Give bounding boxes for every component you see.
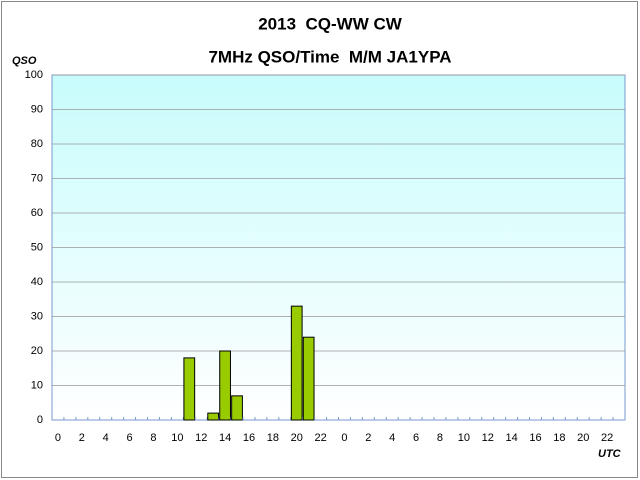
x-tick-label: 14 — [219, 432, 231, 444]
y-tick-label: 60 — [31, 207, 43, 219]
x-tick-label: 20 — [291, 432, 303, 444]
bar — [207, 412, 220, 421]
x-tick-label: 12 — [482, 432, 494, 444]
x-tick-label: 2 — [79, 432, 85, 444]
y-tick-label: 0 — [37, 414, 43, 426]
y-tick-label: 70 — [31, 172, 43, 184]
y-tick-label: 20 — [31, 345, 43, 357]
chart-title: 2013 CQ-WW CW — [258, 14, 403, 33]
y-tick-label: 50 — [31, 241, 43, 253]
x-tick-label: 18 — [267, 432, 279, 444]
x-axis-label: UTC — [598, 448, 622, 460]
x-tick-label: 18 — [553, 432, 565, 444]
y-tick-label: 100 — [25, 69, 43, 81]
y-tick-label: 30 — [31, 310, 43, 322]
x-tick-label: 10 — [171, 432, 183, 444]
x-tick-label: 0 — [55, 432, 61, 444]
x-tick-label: 4 — [389, 432, 395, 444]
x-tick-label: 10 — [458, 432, 470, 444]
bar — [183, 357, 196, 421]
x-tick-label: 16 — [529, 432, 541, 444]
x-tick-label: 8 — [150, 432, 156, 444]
y-tick-label: 40 — [31, 276, 43, 288]
x-tick-label: 6 — [413, 432, 419, 444]
bar — [290, 305, 303, 421]
x-tick-label: 6 — [127, 432, 133, 444]
x-tick-label: 12 — [195, 432, 207, 444]
x-tick-label: 14 — [505, 432, 517, 444]
x-tick-label: 20 — [577, 432, 589, 444]
y-axis-label: QSO — [12, 55, 37, 67]
x-tick-label: 8 — [437, 432, 443, 444]
x-tick-label: 22 — [314, 432, 326, 444]
x-tick-label: 4 — [103, 432, 109, 444]
x-tick-label: 16 — [243, 432, 255, 444]
x-tick-label: 0 — [341, 432, 347, 444]
y-tick-label: 90 — [31, 103, 43, 115]
y-tick-label: 80 — [31, 138, 43, 150]
bar — [231, 395, 243, 421]
x-tick-label: 22 — [601, 432, 613, 444]
x-tick-label: 2 — [365, 432, 371, 444]
y-tick-label: 10 — [31, 379, 43, 391]
chart-subtitle: 7MHz QSO/Time M/M JA1YPA — [208, 47, 451, 66]
bar — [302, 336, 315, 421]
bar — [219, 350, 231, 421]
